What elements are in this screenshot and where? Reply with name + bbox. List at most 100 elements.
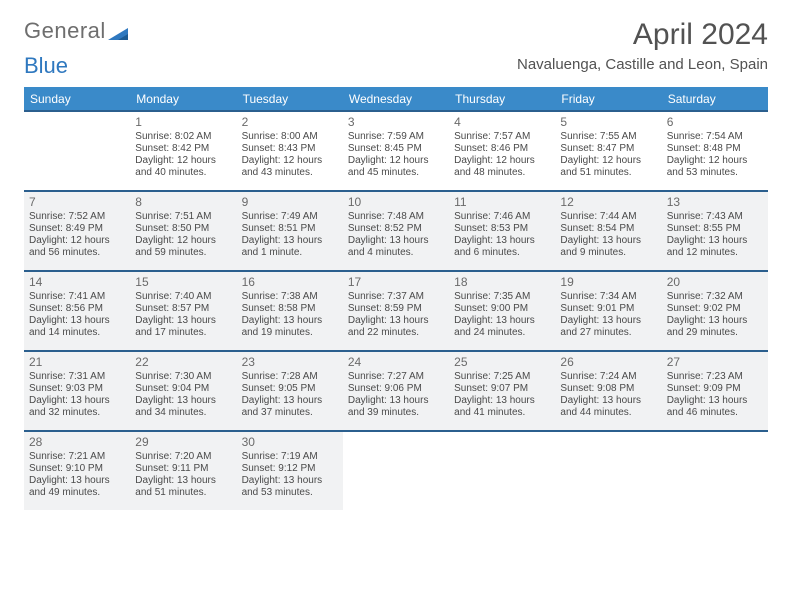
sunset-text: Sunset: 9:05 PM bbox=[242, 383, 338, 395]
sunrise-text: Sunrise: 7:41 AM bbox=[29, 291, 125, 303]
calendar-cell: 27Sunrise: 7:23 AMSunset: 9:09 PMDayligh… bbox=[662, 350, 768, 430]
sunset-text: Sunset: 9:02 PM bbox=[667, 303, 763, 315]
day-number: 21 bbox=[29, 355, 125, 370]
daylight-text: Daylight: 13 hours and 19 minutes. bbox=[242, 315, 338, 339]
weekday-header: Friday bbox=[555, 87, 661, 110]
sunset-text: Sunset: 9:09 PM bbox=[667, 383, 763, 395]
day-number: 18 bbox=[454, 275, 550, 290]
sunset-text: Sunset: 8:49 PM bbox=[29, 223, 125, 235]
day-number: 19 bbox=[560, 275, 656, 290]
daylight-text: Daylight: 12 hours and 51 minutes. bbox=[560, 155, 656, 179]
daylight-text: Daylight: 13 hours and 49 minutes. bbox=[29, 475, 125, 499]
day-number: 28 bbox=[29, 435, 125, 450]
daylight-text: Daylight: 13 hours and 22 minutes. bbox=[348, 315, 444, 339]
daylight-text: Daylight: 13 hours and 29 minutes. bbox=[667, 315, 763, 339]
logo-general: General bbox=[24, 18, 106, 44]
sunrise-text: Sunrise: 7:35 AM bbox=[454, 291, 550, 303]
calendar-page: General April 2024 Navaluenga, Castille … bbox=[0, 0, 792, 520]
daylight-text: Daylight: 13 hours and 44 minutes. bbox=[560, 395, 656, 419]
daylight-text: Daylight: 13 hours and 32 minutes. bbox=[29, 395, 125, 419]
sunset-text: Sunset: 8:50 PM bbox=[135, 223, 231, 235]
daylight-text: Daylight: 13 hours and 6 minutes. bbox=[454, 235, 550, 259]
sunset-text: Sunset: 8:48 PM bbox=[667, 143, 763, 155]
calendar-cell: 16Sunrise: 7:38 AMSunset: 8:58 PMDayligh… bbox=[237, 270, 343, 350]
daylight-text: Daylight: 12 hours and 48 minutes. bbox=[454, 155, 550, 179]
calendar-cell: 22Sunrise: 7:30 AMSunset: 9:04 PMDayligh… bbox=[130, 350, 236, 430]
day-number: 29 bbox=[135, 435, 231, 450]
calendar-cell: 23Sunrise: 7:28 AMSunset: 9:05 PMDayligh… bbox=[237, 350, 343, 430]
daylight-text: Daylight: 13 hours and 51 minutes. bbox=[135, 475, 231, 499]
calendar-cell: 13Sunrise: 7:43 AMSunset: 8:55 PMDayligh… bbox=[662, 190, 768, 270]
calendar-cell bbox=[555, 430, 661, 510]
day-number: 15 bbox=[135, 275, 231, 290]
daylight-text: Daylight: 12 hours and 43 minutes. bbox=[242, 155, 338, 179]
daylight-text: Daylight: 13 hours and 39 minutes. bbox=[348, 395, 444, 419]
daylight-text: Daylight: 13 hours and 9 minutes. bbox=[560, 235, 656, 259]
calendar-cell: 5Sunrise: 7:55 AMSunset: 8:47 PMDaylight… bbox=[555, 110, 661, 190]
day-number: 23 bbox=[242, 355, 338, 370]
sunrise-text: Sunrise: 7:37 AM bbox=[348, 291, 444, 303]
sunrise-text: Sunrise: 7:23 AM bbox=[667, 371, 763, 383]
sunset-text: Sunset: 9:06 PM bbox=[348, 383, 444, 395]
sunset-text: Sunset: 9:11 PM bbox=[135, 463, 231, 475]
day-number: 1 bbox=[135, 115, 231, 130]
sunset-text: Sunset: 9:04 PM bbox=[135, 383, 231, 395]
daylight-text: Daylight: 13 hours and 34 minutes. bbox=[135, 395, 231, 419]
daylight-text: Daylight: 12 hours and 59 minutes. bbox=[135, 235, 231, 259]
day-number: 8 bbox=[135, 195, 231, 210]
sunrise-text: Sunrise: 7:43 AM bbox=[667, 211, 763, 223]
sunrise-text: Sunrise: 7:52 AM bbox=[29, 211, 125, 223]
sunset-text: Sunset: 8:47 PM bbox=[560, 143, 656, 155]
day-number: 17 bbox=[348, 275, 444, 290]
calendar-cell bbox=[449, 430, 555, 510]
sunrise-text: Sunrise: 7:27 AM bbox=[348, 371, 444, 383]
sunset-text: Sunset: 9:10 PM bbox=[29, 463, 125, 475]
weekday-header: Thursday bbox=[449, 87, 555, 110]
weekday-header: Sunday bbox=[24, 87, 130, 110]
sunset-text: Sunset: 8:42 PM bbox=[135, 143, 231, 155]
day-number: 7 bbox=[29, 195, 125, 210]
sunset-text: Sunset: 8:57 PM bbox=[135, 303, 231, 315]
sunset-text: Sunset: 9:08 PM bbox=[560, 383, 656, 395]
calendar-cell: 26Sunrise: 7:24 AMSunset: 9:08 PMDayligh… bbox=[555, 350, 661, 430]
sunrise-text: Sunrise: 7:21 AM bbox=[29, 451, 125, 463]
daylight-text: Daylight: 12 hours and 53 minutes. bbox=[667, 155, 763, 179]
day-number: 27 bbox=[667, 355, 763, 370]
daylight-text: Daylight: 12 hours and 56 minutes. bbox=[29, 235, 125, 259]
sunset-text: Sunset: 8:53 PM bbox=[454, 223, 550, 235]
day-number: 5 bbox=[560, 115, 656, 130]
daylight-text: Daylight: 12 hours and 45 minutes. bbox=[348, 155, 444, 179]
sunset-text: Sunset: 8:58 PM bbox=[242, 303, 338, 315]
sunrise-text: Sunrise: 7:28 AM bbox=[242, 371, 338, 383]
sunset-text: Sunset: 9:01 PM bbox=[560, 303, 656, 315]
day-number: 30 bbox=[242, 435, 338, 450]
sunrise-text: Sunrise: 7:44 AM bbox=[560, 211, 656, 223]
calendar-cell: 10Sunrise: 7:48 AMSunset: 8:52 PMDayligh… bbox=[343, 190, 449, 270]
day-number: 4 bbox=[454, 115, 550, 130]
sunrise-text: Sunrise: 7:34 AM bbox=[560, 291, 656, 303]
sunrise-text: Sunrise: 7:30 AM bbox=[135, 371, 231, 383]
daylight-text: Daylight: 13 hours and 1 minute. bbox=[242, 235, 338, 259]
daylight-text: Daylight: 13 hours and 53 minutes. bbox=[242, 475, 338, 499]
calendar-cell: 1Sunrise: 8:02 AMSunset: 8:42 PMDaylight… bbox=[130, 110, 236, 190]
day-number: 11 bbox=[454, 195, 550, 210]
weekday-header: Monday bbox=[130, 87, 236, 110]
calendar-cell: 9Sunrise: 7:49 AMSunset: 8:51 PMDaylight… bbox=[237, 190, 343, 270]
calendar-cell: 28Sunrise: 7:21 AMSunset: 9:10 PMDayligh… bbox=[24, 430, 130, 510]
daylight-text: Daylight: 12 hours and 40 minutes. bbox=[135, 155, 231, 179]
sunset-text: Sunset: 8:43 PM bbox=[242, 143, 338, 155]
calendar-cell: 4Sunrise: 7:57 AMSunset: 8:46 PMDaylight… bbox=[449, 110, 555, 190]
sunrise-text: Sunrise: 7:46 AM bbox=[454, 211, 550, 223]
day-number: 16 bbox=[242, 275, 338, 290]
weekday-header: Wednesday bbox=[343, 87, 449, 110]
weekday-header: Saturday bbox=[662, 87, 768, 110]
calendar-cell: 2Sunrise: 8:00 AMSunset: 8:43 PMDaylight… bbox=[237, 110, 343, 190]
calendar-cell bbox=[24, 110, 130, 190]
daylight-text: Daylight: 13 hours and 24 minutes. bbox=[454, 315, 550, 339]
sunrise-text: Sunrise: 7:57 AM bbox=[454, 131, 550, 143]
daylight-text: Daylight: 13 hours and 46 minutes. bbox=[667, 395, 763, 419]
daylight-text: Daylight: 13 hours and 17 minutes. bbox=[135, 315, 231, 339]
sunrise-text: Sunrise: 7:32 AM bbox=[667, 291, 763, 303]
sunrise-text: Sunrise: 7:54 AM bbox=[667, 131, 763, 143]
sunrise-text: Sunrise: 7:55 AM bbox=[560, 131, 656, 143]
